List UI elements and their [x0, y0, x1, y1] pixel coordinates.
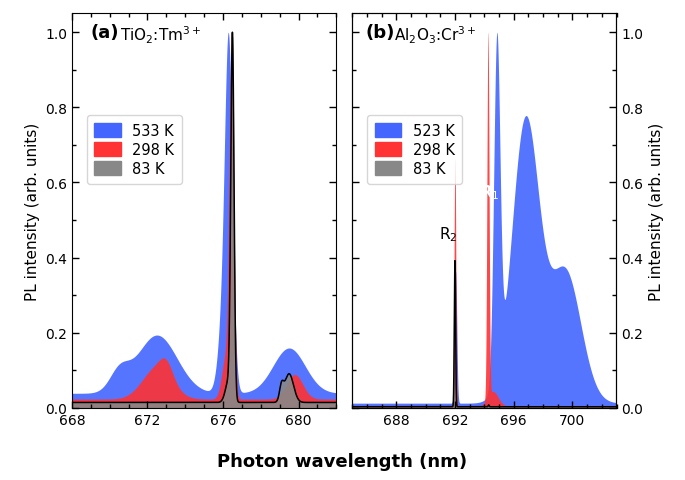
Text: Photon wavelength (nm): Photon wavelength (nm) [217, 453, 468, 470]
Text: R$_2$: R$_2$ [439, 225, 458, 243]
Text: (a): (a) [90, 24, 119, 42]
Legend: 533 K, 298 K, 83 K: 533 K, 298 K, 83 K [87, 116, 182, 184]
Text: (b): (b) [365, 24, 395, 42]
Legend: 523 K, 298 K, 83 K: 523 K, 298 K, 83 K [367, 116, 462, 184]
Y-axis label: PL intensity (arb. units): PL intensity (arb. units) [649, 122, 664, 300]
Text: Al$_2$O$_3$:Cr$^{3+}$: Al$_2$O$_3$:Cr$^{3+}$ [395, 24, 477, 46]
Y-axis label: PL intensity (arb. units): PL intensity (arb. units) [25, 122, 40, 300]
Text: TiO$_2$:Tm$^{3+}$: TiO$_2$:Tm$^{3+}$ [119, 24, 201, 46]
Text: R$_1$: R$_1$ [479, 183, 499, 202]
